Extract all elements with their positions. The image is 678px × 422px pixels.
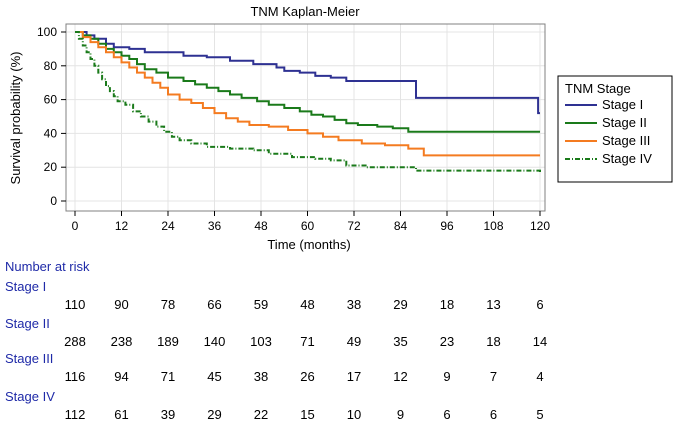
x-tick-label: 12: [115, 219, 129, 233]
x-tick-label: 72: [347, 219, 361, 233]
y-tick-label: 100: [37, 25, 57, 39]
risk-count: 6: [536, 297, 544, 312]
grid: [66, 24, 545, 211]
risk-row-label-stage-ii: Stage II: [5, 316, 50, 331]
risk-count: 35: [393, 334, 408, 349]
y-axis: 0 20 40 60 80 100: [37, 25, 66, 208]
legend: TNM Stage Stage I Stage II Stage III Stage …: [557, 75, 673, 183]
risk-count: 140: [203, 334, 226, 349]
legend-label-stage-ii: Stage II: [602, 115, 647, 130]
risk-count: 94: [114, 369, 129, 384]
curves: [75, 31, 541, 173]
risk-count: 71: [300, 334, 315, 349]
x-tick-label: 36: [208, 219, 222, 233]
y-tick-label: 80: [44, 59, 58, 73]
y-tick-label: 20: [44, 160, 58, 174]
legend-title: TNM Stage: [565, 81, 631, 96]
x-tick-label: 84: [394, 219, 408, 233]
risk-count: 22: [253, 407, 269, 422]
x-tick-label: 120: [530, 219, 550, 233]
survival-curve-stage-iii: [75, 31, 540, 157]
risk-count: 15: [300, 407, 315, 422]
risk-count: 17: [346, 369, 362, 384]
risk-count: 10: [346, 407, 362, 422]
risk-count: 29: [207, 407, 222, 422]
risk-count: 66: [207, 297, 222, 312]
x-tick-label: 96: [440, 219, 454, 233]
risk-count: 6: [489, 407, 498, 422]
risk-count: 5: [536, 407, 544, 422]
risk-count: 288: [64, 334, 86, 349]
x-tick-label: 48: [254, 219, 268, 233]
risk-count: 90: [114, 297, 129, 312]
risk-count: 13: [486, 297, 501, 312]
risk-count: 112: [64, 407, 86, 422]
survival-curve-stage-i: [75, 31, 540, 115]
x-axis: 0 12 24 36 48 60 72 84 96 108 120: [72, 211, 550, 233]
risk-count: 78: [160, 297, 176, 312]
legend-label-stage-i: Stage I: [602, 97, 643, 112]
chart-title: TNM Kaplan-Meier: [250, 4, 360, 19]
survival-curve-stage-iv: [75, 31, 541, 173]
risk-count: 9: [443, 369, 451, 384]
risk-count: 7: [489, 369, 498, 384]
risk-row-label-stage-iii: Stage III: [5, 351, 54, 366]
x-tick-label: 24: [161, 219, 175, 233]
risk-count: 14: [532, 334, 548, 349]
risk-count: 39: [160, 407, 176, 422]
risk-row-label-stage-i: Stage I: [5, 279, 47, 294]
y-tick-label: 0: [50, 194, 57, 208]
x-tick-label: 60: [301, 219, 315, 233]
risk-count: 49: [346, 334, 362, 349]
y-tick-label: 40: [44, 126, 58, 140]
risk-row-label-stage-iv: Stage IV: [5, 389, 55, 404]
legend-label-stage-iv: Stage IV: [602, 151, 652, 166]
x-axis-title: Time (months): [267, 237, 350, 252]
risk-count: 12: [393, 369, 408, 384]
plot-frame: [65, 23, 546, 212]
risk-count: 103: [250, 334, 272, 349]
risk-count: 23: [439, 334, 455, 349]
risk-count: 29: [393, 297, 408, 312]
risk-count: 110: [64, 297, 86, 312]
risk-count: 4: [536, 369, 544, 384]
risk-count: 48: [300, 297, 315, 312]
risk-count: 116: [64, 369, 86, 384]
risk-count: 38: [253, 369, 269, 384]
x-tick-label: 0: [72, 219, 79, 233]
risk-count: 18: [486, 334, 501, 349]
risk-count: 6: [443, 407, 451, 422]
legend-box: [557, 75, 673, 183]
risk-count: 59: [253, 297, 269, 312]
risk-count: 189: [157, 334, 179, 349]
risk-count: 61: [114, 407, 129, 422]
risk-count: 38: [346, 297, 362, 312]
risk-count: 9: [396, 407, 405, 422]
risk-count: 26: [300, 369, 315, 384]
risk-count: 18: [439, 297, 455, 312]
risk-count: 71: [160, 369, 176, 384]
legend-label-stage-iii: Stage III: [602, 133, 650, 148]
risk-count: 45: [207, 369, 222, 384]
x-tick-label: 108: [483, 219, 503, 233]
number-at-risk-heading: Number at risk: [5, 259, 90, 274]
km-chart: TNM Kaplan-Meier 0 20 40 60 80 100 0 12 24 36 48 6…: [8, 4, 673, 252]
y-axis-title: Survival probability (%): [8, 52, 23, 185]
risk-count: 238: [110, 334, 133, 349]
y-tick-label: 60: [44, 93, 58, 107]
